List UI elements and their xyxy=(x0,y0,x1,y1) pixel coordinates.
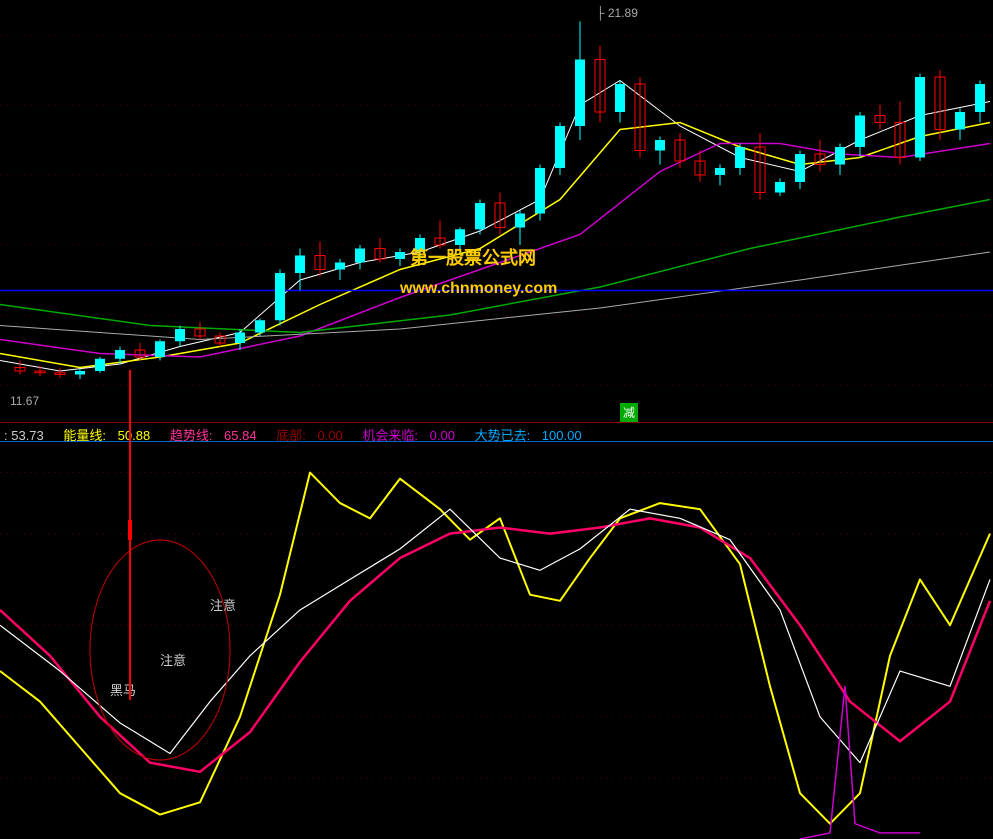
watermark-url: www.chnmoney.com xyxy=(400,280,557,298)
lower-oscillator-panel[interactable]: 注意注意黑马 xyxy=(0,442,993,839)
ind-bottom: 底部: 0.00 xyxy=(276,428,351,443)
ind-trend: 趋势线: 65.84 xyxy=(170,428,265,443)
high-price-label: ├ 21.89 xyxy=(596,6,638,20)
ind-base: : 53.73 xyxy=(4,428,52,443)
watermark-title: 第一股票公式网 xyxy=(410,244,536,270)
oscillator-svg: 注意注意黑马 xyxy=(0,442,993,839)
candlestick-svg xyxy=(0,0,993,420)
svg-text:注意: 注意 xyxy=(160,653,186,668)
indicator-value-bar: : 53.73 能量线: 50.88 趋势线: 65.84 底部: 0.00 机… xyxy=(0,422,993,442)
svg-text:注意: 注意 xyxy=(210,598,236,613)
ind-gone: 大势已去: 100.00 xyxy=(475,428,590,443)
signal-badge: 减 xyxy=(620,403,638,422)
upper-candlestick-panel[interactable]: 第一股票公式网 www.chnmoney.com ├ 21.89 11.67 减 xyxy=(0,0,993,420)
ind-energy: 能量线: 50.88 xyxy=(63,428,158,443)
svg-text:黑马: 黑马 xyxy=(110,683,136,698)
low-price-label: 11.67 xyxy=(10,394,39,408)
ind-chance: 机会来临: 0.00 xyxy=(362,428,463,443)
